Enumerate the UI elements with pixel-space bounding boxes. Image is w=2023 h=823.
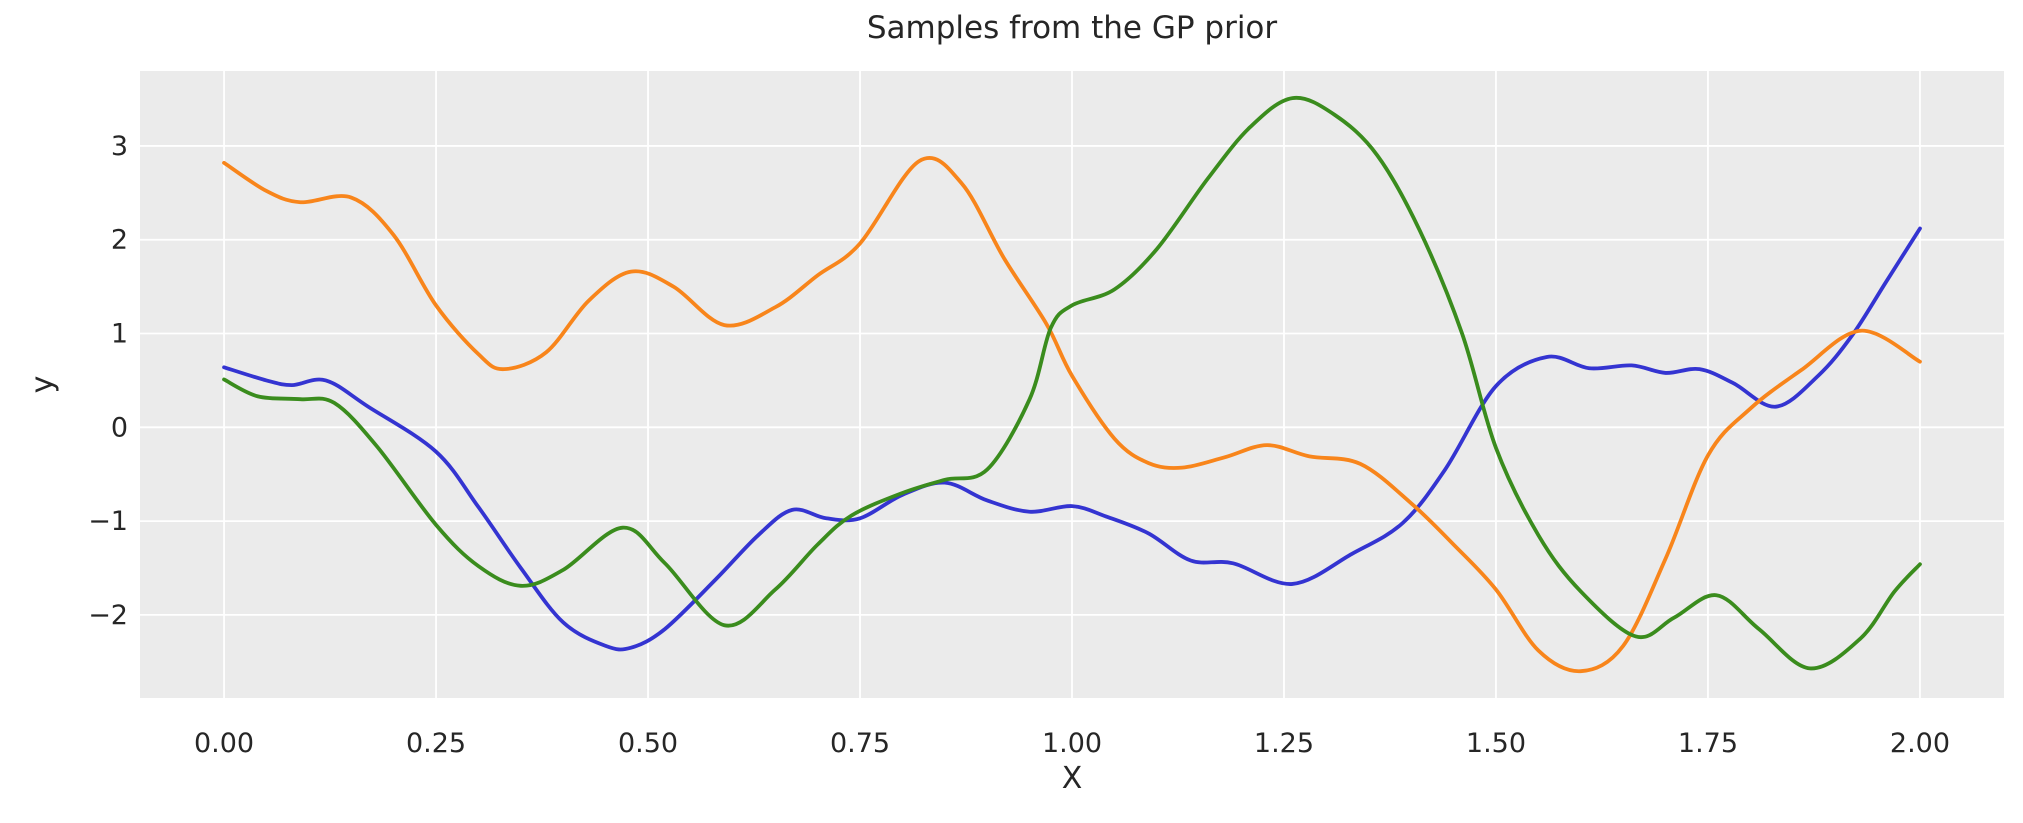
y-tick-label: −1 (88, 506, 128, 537)
line-gp-sample-2 (222, 156, 1922, 674)
x-tick-label: 2.00 (1890, 728, 1950, 759)
x-axis-tick-labels: 0.00 0.25 0.50 0.75 1.00 1.25 1.50 1.75 2.00 (194, 728, 1950, 759)
y-tick-label: 3 (111, 131, 128, 162)
y-axis-label: y (25, 376, 60, 394)
line-gp-sample-3 (222, 95, 1922, 671)
x-tick-label: 0.25 (406, 728, 466, 759)
y-tick-label: 2 (111, 225, 128, 256)
y-tick-label: 1 (111, 319, 128, 350)
x-tick-label: 0.00 (194, 728, 254, 759)
y-tick-label: 0 (111, 412, 128, 443)
x-tick-label: 1.25 (1254, 728, 1314, 759)
y-axis-tick-labels: 3 2 1 0 −1 −2 (88, 131, 128, 631)
chart-title: Samples from the GP prior (867, 10, 1278, 46)
x-axis-label: X (1062, 761, 1083, 796)
series-lines (222, 95, 1922, 674)
x-tick-label: 1.00 (1042, 728, 1102, 759)
x-tick-label: 0.75 (830, 728, 890, 759)
x-tick-label: 0.50 (618, 728, 678, 759)
x-tick-label: 1.50 (1466, 728, 1526, 759)
x-tick-label: 1.75 (1678, 728, 1738, 759)
line-gp-sample-1 (222, 226, 1922, 652)
y-tick-label: −2 (88, 600, 128, 631)
